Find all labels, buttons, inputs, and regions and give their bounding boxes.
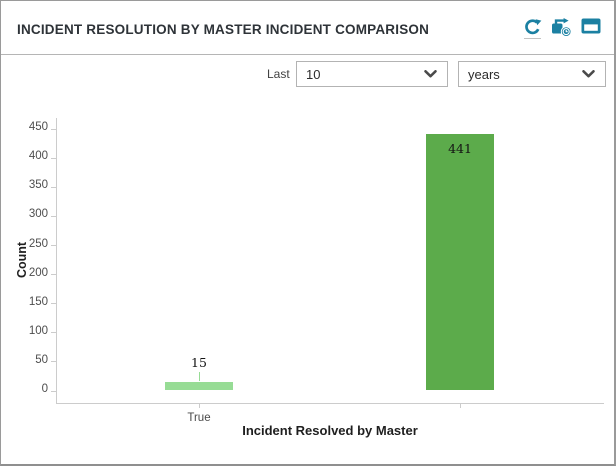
y-tick-mark bbox=[51, 303, 56, 305]
y-tick-label: 200 bbox=[28, 266, 48, 279]
last-filter-label: Last bbox=[267, 67, 290, 81]
y-tick-label: 0 bbox=[41, 383, 48, 395]
y-tick-mark bbox=[51, 186, 56, 188]
bar-True[interactable] bbox=[165, 381, 233, 391]
y-tick-mark bbox=[51, 361, 56, 363]
bar-value-label: 441 bbox=[448, 140, 472, 156]
y-tick-mark bbox=[51, 390, 56, 392]
time-unit-select[interactable]: years bbox=[458, 61, 606, 87]
value-leader-line bbox=[199, 371, 200, 381]
chevron-down-icon bbox=[424, 70, 437, 78]
y-tick-mark bbox=[51, 274, 56, 276]
y-axis-line bbox=[56, 118, 57, 404]
x-axis-line bbox=[56, 403, 604, 404]
open-window-icon[interactable] bbox=[581, 18, 601, 34]
last-count-value: 10 bbox=[306, 66, 321, 82]
scheduled-refresh-icon[interactable] bbox=[551, 18, 572, 37]
y-tick-label: 100 bbox=[28, 324, 48, 337]
y-tick-mark bbox=[51, 128, 56, 130]
bar-value-label: 15 bbox=[191, 354, 207, 370]
y-tick-label: 250 bbox=[28, 237, 48, 250]
x-axis-title: Incident Resolved by Master bbox=[242, 423, 418, 438]
bar-unlabeled[interactable] bbox=[426, 133, 494, 391]
x-tick-mark bbox=[199, 403, 200, 408]
y-tick-mark bbox=[51, 215, 56, 217]
x-tick-mark bbox=[460, 403, 461, 408]
x-category-label: True bbox=[187, 412, 211, 424]
refresh-underline bbox=[524, 38, 541, 39]
time-unit-value: years bbox=[468, 66, 500, 82]
y-tick-label: 300 bbox=[28, 208, 48, 221]
y-tick-label: 400 bbox=[28, 150, 48, 163]
y-tick-mark bbox=[51, 245, 56, 247]
header-divider bbox=[1, 54, 614, 55]
bar-chart: Count 0 50 100 150 200 250 300 350 400 450 15 True 4… bbox=[1, 101, 614, 447]
y-tick-label: 350 bbox=[28, 179, 48, 192]
refresh-icon[interactable] bbox=[523, 18, 542, 39]
chevron-down-icon bbox=[582, 70, 595, 78]
widget-toolbar bbox=[523, 18, 601, 39]
y-tick-mark bbox=[51, 157, 56, 159]
y-tick-label: 450 bbox=[28, 121, 48, 134]
last-count-select[interactable]: 10 bbox=[296, 61, 448, 87]
report-title: INCIDENT RESOLUTION BY MASTER INCIDENT C… bbox=[17, 22, 430, 37]
y-tick-mark bbox=[51, 332, 56, 334]
y-tick-label: 50 bbox=[35, 353, 48, 366]
y-tick-label: 150 bbox=[28, 295, 48, 308]
